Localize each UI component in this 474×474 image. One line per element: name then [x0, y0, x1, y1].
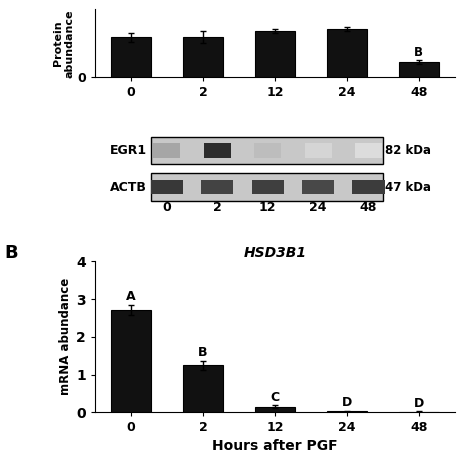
Bar — [255, 407, 295, 412]
Bar — [399, 62, 438, 77]
Text: B: B — [5, 244, 18, 262]
Text: C: C — [270, 391, 280, 404]
Y-axis label: mRNA abundance: mRNA abundance — [59, 278, 72, 395]
Bar — [352, 180, 385, 194]
Bar — [151, 173, 383, 201]
Bar — [254, 143, 281, 158]
Bar — [252, 180, 284, 194]
Text: 2: 2 — [213, 201, 222, 214]
Title: HSD3B1: HSD3B1 — [244, 246, 306, 260]
Text: 47 kDa: 47 kDa — [385, 181, 431, 194]
Bar — [151, 180, 183, 194]
Bar — [327, 29, 367, 77]
Bar — [111, 310, 151, 412]
Bar — [153, 143, 180, 158]
Text: 82 kDa: 82 kDa — [385, 144, 431, 157]
Bar — [111, 37, 151, 77]
Text: 24: 24 — [310, 201, 327, 214]
Bar — [201, 180, 234, 194]
Text: 48: 48 — [360, 201, 377, 214]
X-axis label: Hours after PGF: Hours after PGF — [212, 438, 338, 453]
Bar — [151, 137, 383, 164]
Text: D: D — [342, 396, 352, 409]
Bar — [302, 180, 334, 194]
Bar — [204, 143, 231, 158]
Bar — [305, 143, 332, 158]
Text: 12: 12 — [259, 201, 276, 214]
Y-axis label: Protein
abundance: Protein abundance — [53, 9, 74, 78]
Bar — [355, 143, 382, 158]
Bar — [183, 37, 223, 77]
Text: A: A — [126, 290, 136, 303]
Text: B: B — [414, 46, 423, 59]
Text: 0: 0 — [163, 201, 171, 214]
Bar — [183, 365, 223, 412]
Text: EGR1: EGR1 — [110, 144, 147, 157]
Bar — [399, 411, 438, 412]
Bar — [327, 411, 367, 412]
Text: D: D — [414, 397, 424, 410]
Text: B: B — [198, 346, 208, 359]
Bar — [255, 31, 295, 77]
Text: ACTB: ACTB — [110, 181, 147, 194]
